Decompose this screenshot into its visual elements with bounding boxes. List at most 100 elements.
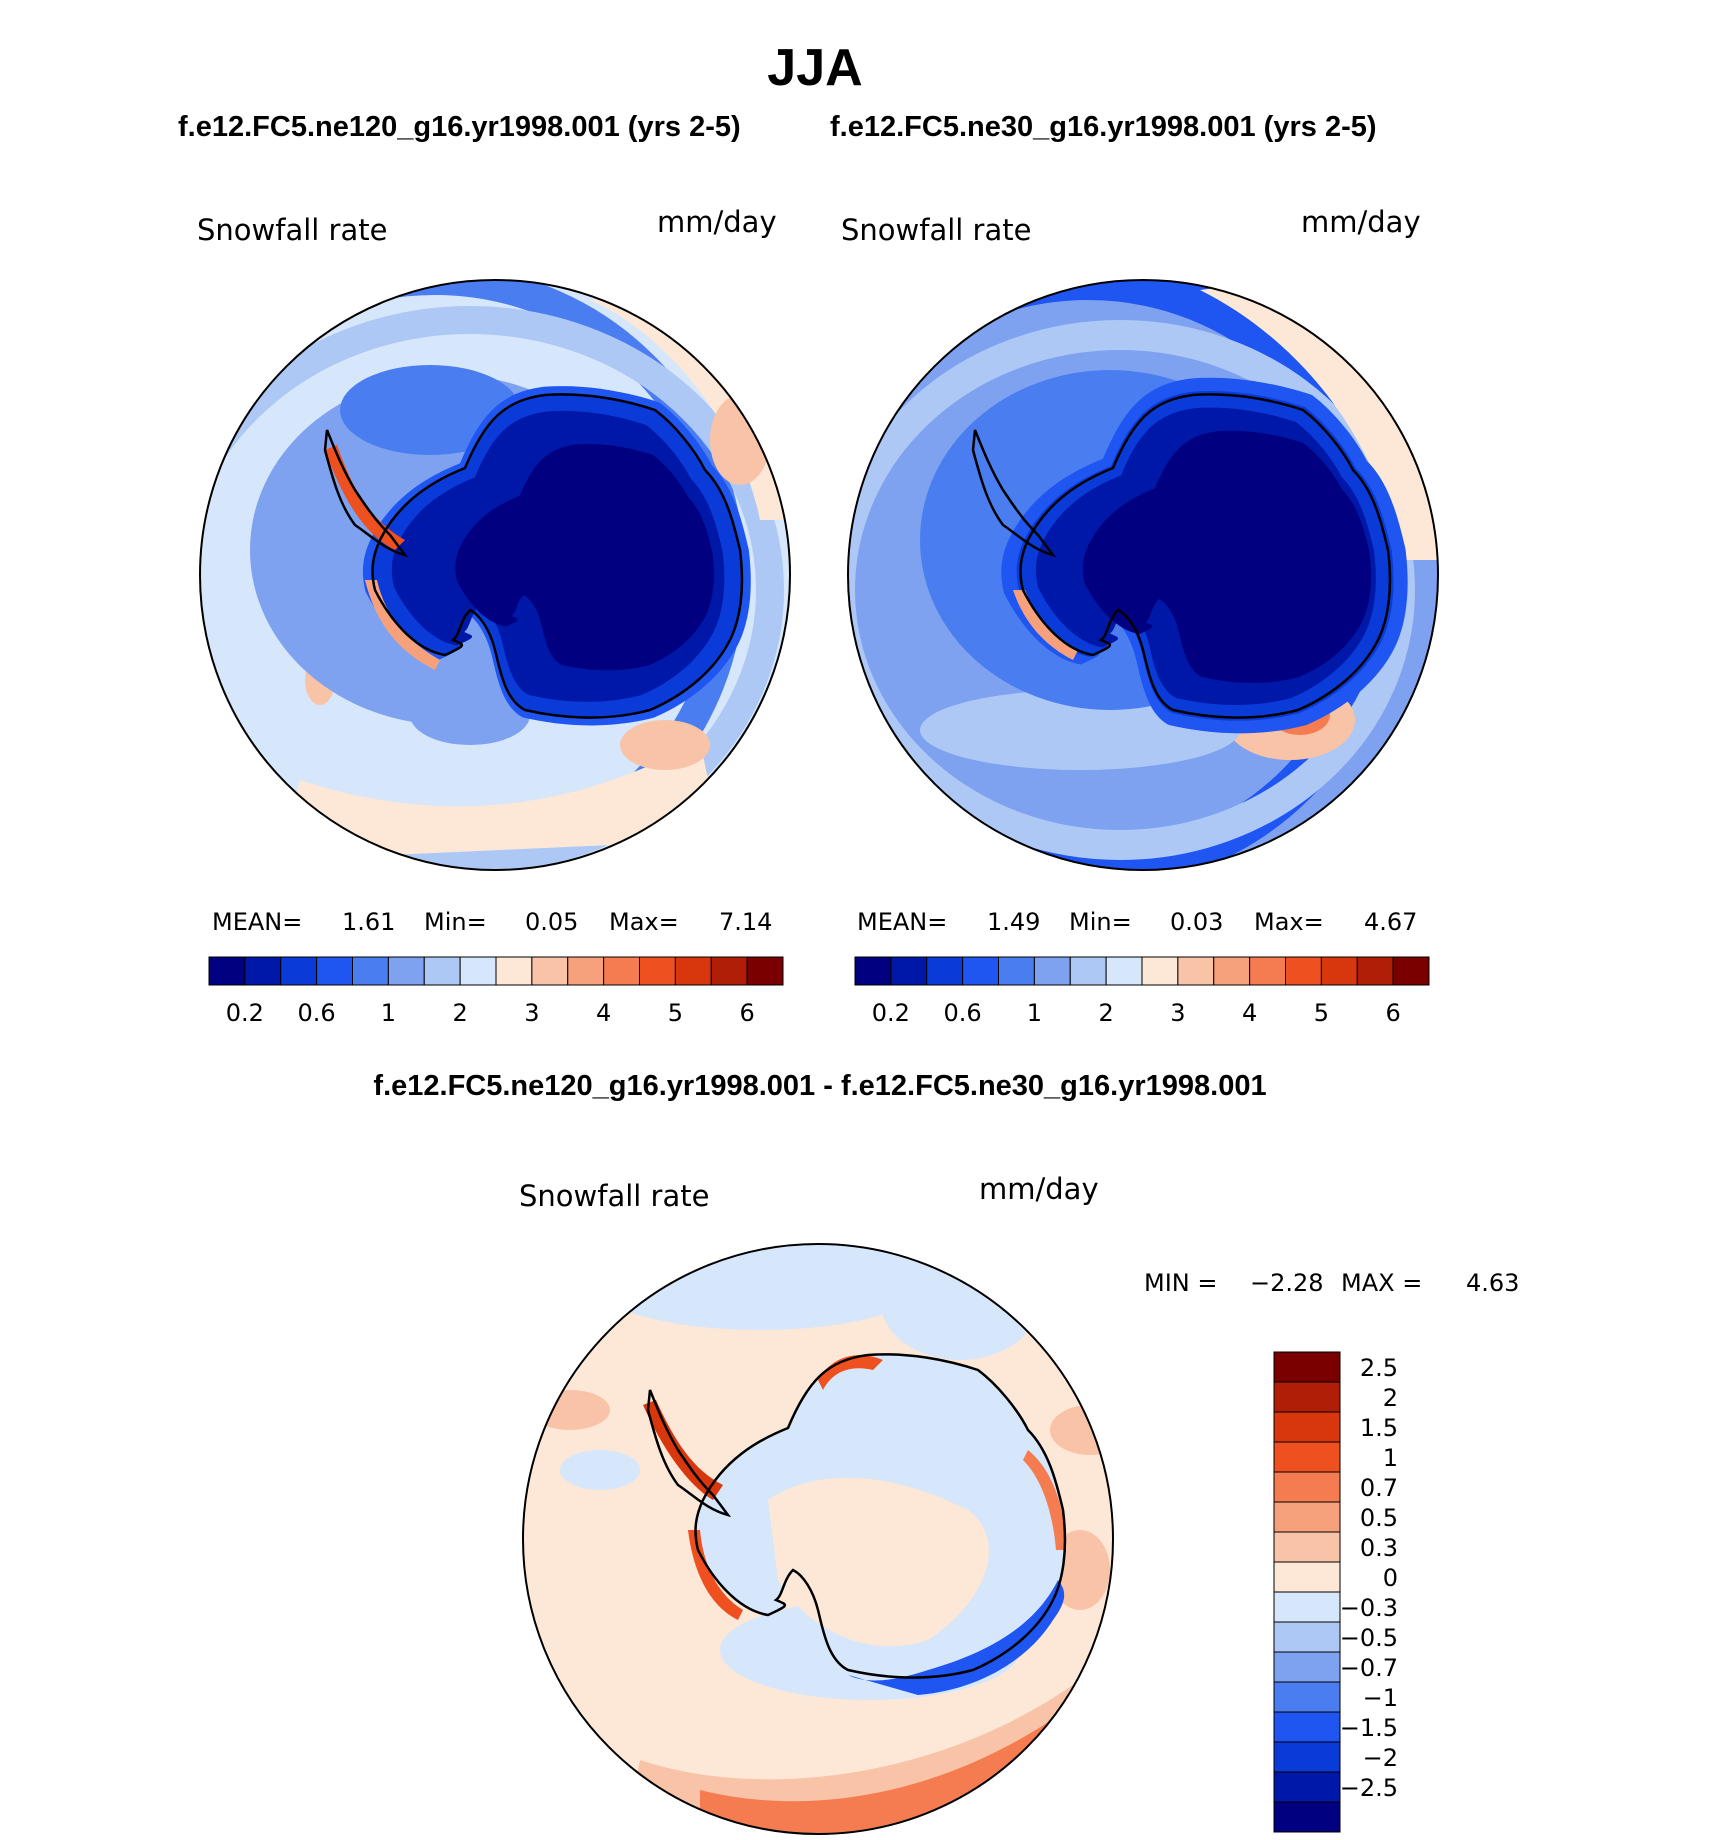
panel-2-colorbar-box	[854, 956, 892, 986]
panel-1-coast-warm	[365, 580, 440, 670]
panel-2-colorbar-tick-label: 1	[1027, 999, 1042, 1027]
panel-3-colorbar-box	[1273, 1771, 1341, 1803]
panel-1-colorbar-box	[746, 956, 784, 986]
panel-3-antarctica-interior	[768, 1477, 989, 1647]
panel-2-mean-value: 1.49	[987, 908, 1040, 936]
panel-1-subtitle: f.e12.FC5.ne120_g16.yr1998.001 (yrs 2-5)	[178, 111, 741, 143]
panel-3-colorbar-tick-label: −0.3	[1340, 1594, 1398, 1622]
panel-3-colorbar-box	[1273, 1411, 1341, 1443]
panel-3-map	[523, 1244, 1113, 1834]
panel-3-colorbar-box	[1273, 1651, 1341, 1683]
panel-1-colorbar-box	[423, 956, 461, 986]
panel-1-colorbar-tick-label: 1	[381, 999, 396, 1027]
panel-3-cool-w	[560, 1450, 640, 1490]
panel-3-variable-label: Snowfall rate	[519, 1179, 709, 1213]
panel-3-colorbar-box	[1273, 1501, 1341, 1533]
panel-1-colorbar-tick-label: 4	[596, 999, 611, 1027]
panel-1-ring-mid	[200, 306, 784, 870]
panel-2-colorbar-box	[1356, 956, 1394, 986]
panel-2-min-value: 0.03	[1170, 908, 1223, 936]
panel-2-colorbar-tick-label: 4	[1242, 999, 1257, 1027]
panel-3-colorbar-tick-label: 1.5	[1360, 1414, 1398, 1442]
panel-3-colorbar-box	[1273, 1711, 1341, 1743]
panel-2-map-border	[847, 279, 1439, 871]
panel-1-blue-ne	[340, 365, 520, 455]
panel-2-colorbar-tick-label: 2	[1098, 999, 1113, 1027]
panel-3-colorbar-tick-label: 2.5	[1360, 1354, 1398, 1382]
panel-1-min-value: 0.05	[525, 908, 578, 936]
panel-2-colorbar-box	[1285, 956, 1322, 986]
panel-3-cool-n	[590, 1244, 930, 1330]
panel-1-colorbar-box	[352, 956, 389, 986]
panel-3-colorbar-box	[1273, 1621, 1341, 1653]
panel-2-mean-label: MEAN=	[857, 908, 947, 936]
panel-1-max-value: 7.14	[719, 908, 772, 936]
figure-title: JJA	[767, 39, 863, 97]
panel-2-colorbar-tick-label: 3	[1170, 999, 1185, 1027]
panel-2-colorbar-box	[1141, 956, 1179, 986]
panel-2-colorbar-box	[998, 956, 1035, 986]
panel-3-colorbar-tick-label: 0.7	[1360, 1474, 1398, 1502]
panel-1-mean-label: MEAN=	[212, 908, 302, 936]
panel-1-colorbar-box	[603, 956, 640, 986]
panel-2-colorbar-box	[926, 956, 964, 986]
panel-3-min-label: MIN =	[1144, 1269, 1217, 1297]
panel-2-colorbar-box	[1069, 956, 1107, 986]
panel-1-warm-se	[620, 720, 710, 770]
panel-1-min-label: Min=	[424, 908, 487, 936]
panel-1-colorbar-box	[280, 956, 318, 986]
panel-2-units: mm/day	[1301, 205, 1421, 239]
panel-1-colorbar: 0.2 0.6 1 2 3 4 5 6	[208, 956, 784, 1027]
panel-1-colorbar-box	[208, 956, 246, 986]
panel-3-colorbar-box	[1273, 1441, 1341, 1473]
panel-2-map	[848, 280, 1438, 870]
panel-1-colorbar-box	[459, 956, 497, 986]
panel-3-coast-warm-west	[688, 1530, 743, 1620]
panel-2-variable-label: Snowfall rate	[841, 213, 1031, 247]
panel-3-peninsula-warm	[643, 1400, 723, 1500]
panel-2-min-label: Min=	[1069, 908, 1132, 936]
panel-1-map-border	[199, 279, 791, 871]
panel-1-colorbar-tick-label: 6	[739, 999, 754, 1027]
panel-3-colorbar-box	[1273, 1741, 1341, 1773]
panel-1-colorbar-box	[316, 956, 353, 986]
panel-2-colorbar-box	[1105, 956, 1143, 986]
panel-2-colorbar: 0.2 0.6 1 2 3 4 5 6	[854, 956, 1430, 1027]
panel-2-colorbar-box	[962, 956, 999, 986]
panel-1-colorbar-box	[387, 956, 425, 986]
panel-1-colorbar-tick-label: 5	[668, 999, 683, 1027]
panel-2-colorbar-box	[1249, 956, 1286, 986]
panel-3-colorbar-tick-label: −1	[1363, 1684, 1398, 1712]
panel-3-colorbar-tick-label: 0	[1383, 1564, 1398, 1592]
panel-3-colorbar-tick-label: −1.5	[1340, 1714, 1398, 1742]
panel-1-colorbar-box	[639, 956, 676, 986]
panel-3-colorbar-box	[1273, 1351, 1341, 1383]
panel-2-colorbar-box	[1033, 956, 1071, 986]
panel-3-warm-blob-2	[1050, 1405, 1113, 1455]
panel-3-colorbar-tick-label: −0.7	[1340, 1654, 1398, 1682]
panel-3-colorbar-tick-label: 2	[1383, 1384, 1398, 1412]
panel-1-colorbar-box	[495, 956, 533, 986]
panel-2-colorbar-box	[1213, 956, 1251, 986]
panel-1-colorbar-box	[567, 956, 605, 986]
panel-3-map-border	[522, 1243, 1114, 1835]
panel-1-max-label: Max=	[609, 908, 679, 936]
panel-1-mean-value: 1.61	[342, 908, 395, 936]
panel-2-colorbar-tick-label: 0.6	[944, 999, 982, 1027]
panel-1-warm-band-south	[280, 740, 720, 860]
panel-3-max-label: MAX =	[1341, 1269, 1422, 1297]
panel-3-colorbar-box	[1273, 1561, 1341, 1593]
panel-3-colorbar: 2.521.510.70.50.30−0.3−0.5−0.7−1−1.5−2−2…	[1273, 1351, 1398, 1833]
panel-3-cool-ne	[880, 1244, 1040, 1360]
panel-3-coast-warm-e	[1023, 1450, 1066, 1550]
panel-2-colorbar-tick-label: 6	[1385, 999, 1400, 1027]
panel-3-units: mm/day	[979, 1172, 1099, 1206]
panel-3-warm-blob-1	[530, 1390, 610, 1430]
panel-1-colorbar-box	[710, 956, 748, 986]
panel-3-colorbar-tick-label: −2.5	[1340, 1774, 1398, 1802]
panel-1-warm-e	[710, 395, 770, 485]
panel-3-colorbar-tick-label: 0.5	[1360, 1504, 1398, 1532]
panel-2-colorbar-tick-label: 0.2	[872, 999, 910, 1027]
panel-3-colorbar-tick-label: −0.5	[1340, 1624, 1398, 1652]
panel-1-map	[200, 280, 790, 870]
